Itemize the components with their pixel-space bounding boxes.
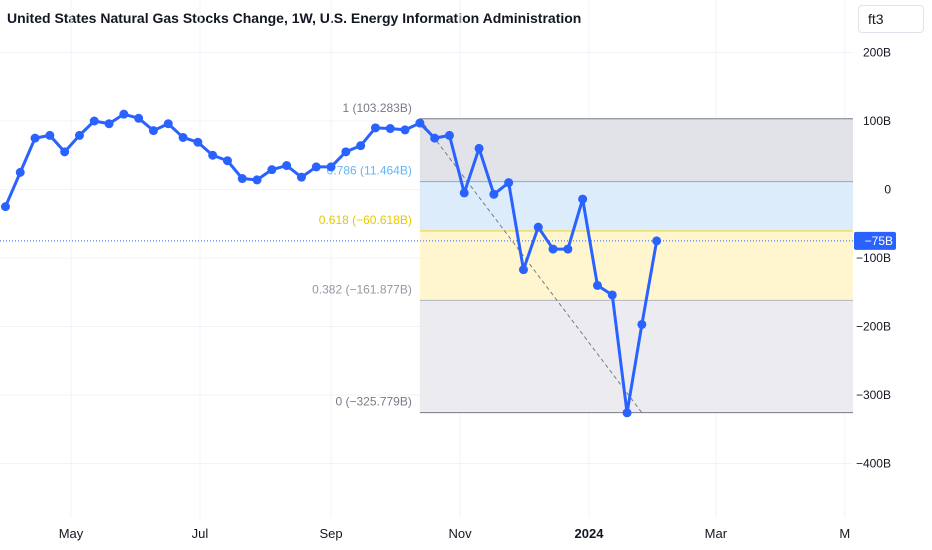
last-value-tag: −75B xyxy=(854,231,896,250)
data-point[interactable] xyxy=(370,123,380,133)
data-point[interactable] xyxy=(489,189,499,199)
x-tick-label: Jul xyxy=(192,526,209,541)
fib-level-label: 1 (103.283B) xyxy=(342,101,411,115)
x-tick-label: Sep xyxy=(319,526,342,541)
data-point[interactable] xyxy=(341,147,351,157)
x-tick-label: Nov xyxy=(448,526,472,541)
data-point[interactable] xyxy=(267,165,277,175)
data-point[interactable] xyxy=(282,161,292,171)
x-tick-label: 2024 xyxy=(575,526,605,541)
fib-zone xyxy=(419,181,853,232)
data-point[interactable] xyxy=(622,408,632,418)
y-axis: 200B 100B 0 −100B −200B −300B −400B xyxy=(856,46,891,471)
data-point[interactable] xyxy=(637,319,647,329)
data-point[interactable] xyxy=(74,130,84,140)
data-point[interactable] xyxy=(178,132,188,142)
fib-level-label: 0.618 (−60.618B) xyxy=(319,213,412,227)
data-point[interactable] xyxy=(30,133,40,143)
y-tick-label: −300B xyxy=(856,388,891,402)
data-point[interactable] xyxy=(563,244,573,254)
data-point[interactable] xyxy=(518,265,528,275)
y-tick-label: −100B xyxy=(856,251,891,265)
data-point[interactable] xyxy=(400,125,410,135)
y-tick-label: 200B xyxy=(863,46,891,60)
data-point[interactable] xyxy=(592,280,602,290)
x-axis: May Jul Sep Nov 2024 Mar M xyxy=(59,526,851,541)
data-point[interactable] xyxy=(193,137,203,147)
data-point[interactable] xyxy=(504,178,514,188)
data-point[interactable] xyxy=(208,150,218,160)
data-point[interactable] xyxy=(134,113,144,123)
fibonacci-retracement: 1 (103.283B) 0.786 (11.464B) 0.618 (−60.61… xyxy=(312,101,853,414)
data-point[interactable] xyxy=(296,172,306,182)
series-points xyxy=(0,109,662,418)
fib-zone xyxy=(419,231,853,301)
data-point[interactable] xyxy=(607,290,617,300)
data-point[interactable] xyxy=(459,188,469,198)
x-tick-label: May xyxy=(59,526,84,541)
data-point[interactable] xyxy=(548,244,558,254)
data-point[interactable] xyxy=(415,118,425,128)
data-point[interactable] xyxy=(119,109,129,119)
x-tick-label: Mar xyxy=(705,526,728,541)
data-point[interactable] xyxy=(652,236,662,246)
data-point[interactable] xyxy=(474,143,484,153)
data-point[interactable] xyxy=(15,167,25,177)
data-point[interactable] xyxy=(385,124,395,134)
last-value-badge xyxy=(854,231,896,250)
unit-selector-button[interactable]: ft3 xyxy=(858,5,924,33)
data-point[interactable] xyxy=(89,116,99,126)
fib-level-label: 0 (−325.779B) xyxy=(335,395,411,409)
data-point[interactable] xyxy=(60,147,70,157)
data-point[interactable] xyxy=(533,222,543,232)
data-point[interactable] xyxy=(222,156,232,166)
last-value-label: −75B xyxy=(865,234,893,248)
data-point[interactable] xyxy=(252,175,262,185)
data-point[interactable] xyxy=(237,174,247,184)
data-point[interactable] xyxy=(444,130,454,140)
chart-title: United States Natural Gas Stocks Change,… xyxy=(7,10,582,26)
data-point[interactable] xyxy=(430,133,440,143)
data-point[interactable] xyxy=(104,119,114,129)
data-point[interactable] xyxy=(0,202,10,212)
fib-trend-line xyxy=(419,118,643,413)
y-tick-label: −400B xyxy=(856,457,891,471)
y-tick-label: 100B xyxy=(863,114,891,128)
data-point[interactable] xyxy=(356,141,366,151)
fib-level-label: 0.382 (−161.877B) xyxy=(312,282,412,296)
fib-zone xyxy=(419,118,853,182)
data-point[interactable] xyxy=(578,194,588,204)
data-point[interactable] xyxy=(311,162,321,172)
data-point[interactable] xyxy=(148,126,158,136)
data-point[interactable] xyxy=(326,162,336,172)
data-point[interactable] xyxy=(163,119,173,129)
x-tick-label: M xyxy=(839,526,850,541)
fib-level-label: 0.786 (11.464B) xyxy=(327,164,412,178)
data-point[interactable] xyxy=(45,130,55,140)
y-tick-label: −200B xyxy=(856,320,891,334)
y-tick-label: 0 xyxy=(884,183,891,197)
